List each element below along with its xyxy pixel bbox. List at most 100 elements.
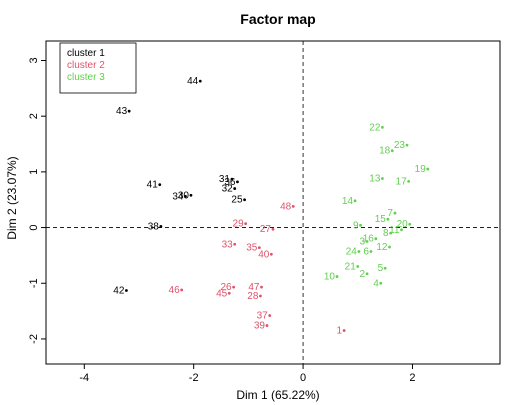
data-point-44 <box>198 79 202 83</box>
point-label-12: 12 <box>376 242 388 253</box>
point-label-40: 40 <box>258 249 270 260</box>
data-point-21 <box>356 265 360 268</box>
legend-box <box>59 42 137 94</box>
point-label-15: 15 <box>375 214 387 225</box>
data-point-46 <box>180 288 184 292</box>
point-label-36: 36 <box>224 177 236 188</box>
point-label-28: 28 <box>247 291 259 302</box>
point-label-22: 22 <box>369 122 381 133</box>
point-label-5: 5 <box>378 263 384 274</box>
data-point-35 <box>257 246 261 250</box>
data-point-37 <box>268 314 272 317</box>
point-label-8: 8 <box>383 228 389 239</box>
data-point-19 <box>426 167 430 171</box>
y-axis-label: Dim 2 (23.07%) <box>5 156 19 239</box>
data-point-1 <box>342 329 346 332</box>
point-label-13: 13 <box>369 174 381 185</box>
point-label-7: 7 <box>387 208 393 219</box>
point-label-16: 16 <box>363 234 375 245</box>
data-point-10 <box>335 275 339 278</box>
data-point-5 <box>383 266 387 270</box>
data-point-24 <box>357 250 361 253</box>
point-label-41: 41 <box>147 180 159 191</box>
point-label-26: 26 <box>220 282 232 293</box>
point-label-47: 47 <box>248 282 260 293</box>
data-point-14 <box>353 199 357 203</box>
data-point-25 <box>243 198 246 202</box>
data-point-18 <box>390 149 394 153</box>
point-label-21: 21 <box>345 262 357 273</box>
data-point-36 <box>236 180 239 184</box>
point-label-42: 42 <box>113 285 125 296</box>
point-label-34: 34 <box>172 191 184 202</box>
data-point-4 <box>379 281 383 285</box>
data-point-9 <box>359 223 362 227</box>
data-point-12 <box>388 245 391 249</box>
y-tick-label: 1 <box>28 169 40 175</box>
legend-entry-1: cluster 1 <box>67 48 105 59</box>
point-label-24: 24 <box>346 247 358 258</box>
data-point-28 <box>259 294 262 298</box>
data-point-40 <box>269 252 273 256</box>
data-point-13 <box>380 177 384 180</box>
x-tick-label: 2 <box>409 372 415 384</box>
data-point-17 <box>407 179 411 183</box>
data-point-45 <box>227 291 231 295</box>
point-label-9: 9 <box>353 220 359 231</box>
plot-frame <box>45 40 501 365</box>
x-tick-label: -2 <box>189 372 199 384</box>
point-label-11: 11 <box>389 225 400 236</box>
data-point-8 <box>389 231 393 235</box>
x-tick-label: -4 <box>79 372 89 384</box>
x-axis-label: Dim 1 (65.22%) <box>236 388 319 402</box>
data-point-11 <box>400 228 403 232</box>
point-label-3: 3 <box>360 236 366 247</box>
point-label-25: 25 <box>231 195 243 206</box>
point-label-10: 10 <box>324 272 336 283</box>
point-label-46: 46 <box>169 285 181 296</box>
y-tick-label: 3 <box>28 57 40 63</box>
point-label-23: 23 <box>394 140 406 151</box>
chart-title: Factor map <box>240 11 315 27</box>
point-label-29: 29 <box>233 219 245 230</box>
data-point-22 <box>380 125 384 129</box>
data-point-32 <box>233 187 237 190</box>
data-point-16 <box>374 237 378 241</box>
data-point-6 <box>369 250 373 253</box>
data-point-27 <box>271 227 275 231</box>
point-label-30: 30 <box>178 190 190 201</box>
data-point-3 <box>365 240 369 243</box>
data-point-29 <box>244 222 248 226</box>
data-point-20 <box>408 222 412 226</box>
point-label-27: 27 <box>260 224 272 235</box>
y-tick-label: -1 <box>28 278 40 288</box>
data-point-2 <box>365 272 369 276</box>
x-tick-label: 0 <box>300 372 306 384</box>
point-label-43: 43 <box>116 106 128 117</box>
legend-entry-2: cluster 2 <box>67 60 105 71</box>
point-label-39: 39 <box>254 321 266 332</box>
data-point-41 <box>158 183 162 187</box>
data-point-48 <box>291 204 295 208</box>
y-tick-label: 2 <box>28 113 40 119</box>
point-label-44: 44 <box>187 76 199 87</box>
point-label-31: 31 <box>219 174 231 185</box>
data-point-38 <box>159 225 163 228</box>
point-label-45: 45 <box>216 288 228 299</box>
point-label-1: 1 <box>337 326 343 337</box>
data-point-42 <box>125 289 128 292</box>
data-point-7 <box>393 211 397 215</box>
point-label-6: 6 <box>363 247 369 258</box>
data-point-30 <box>189 193 193 197</box>
data-point-43 <box>127 109 131 113</box>
data-point-26 <box>232 285 236 289</box>
point-label-18: 18 <box>379 146 391 157</box>
y-tick-label: 0 <box>28 224 40 230</box>
data-point-15 <box>386 217 390 221</box>
point-label-19: 19 <box>415 164 427 175</box>
data-point-23 <box>405 143 409 147</box>
point-label-48: 48 <box>280 201 292 212</box>
point-label-35: 35 <box>246 243 258 254</box>
data-point-39 <box>265 324 269 327</box>
